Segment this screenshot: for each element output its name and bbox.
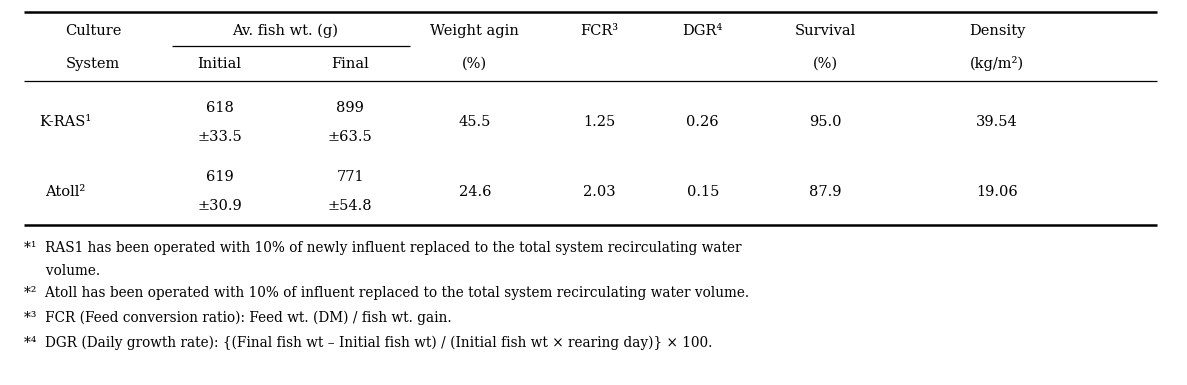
Text: Weight agin: Weight agin [431,24,519,38]
Text: 619: 619 [205,170,234,184]
Text: ±33.5: ±33.5 [197,130,242,144]
Text: 771: 771 [336,170,364,184]
Text: 618: 618 [205,101,234,115]
Text: 19.06: 19.06 [976,184,1018,199]
Text: ±54.8: ±54.8 [328,199,373,213]
Text: Initial: Initial [197,57,242,70]
Text: *¹  RAS1 has been operated with 10% of newly influent replaced to the total syst: *¹ RAS1 has been operated with 10% of ne… [24,241,741,255]
Text: *³  FCR (Feed conversion ratio): Feed wt. (DM) / fish wt. gain.: *³ FCR (Feed conversion ratio): Feed wt.… [24,310,451,325]
Text: 899: 899 [336,101,364,115]
Text: Density: Density [969,24,1026,38]
Text: Survival: Survival [794,24,856,38]
Text: 87.9: 87.9 [808,184,842,199]
Text: ±30.9: ±30.9 [197,199,242,213]
Text: System: System [65,57,120,70]
Text: Culture: Culture [65,24,121,38]
Text: DGR⁴: DGR⁴ [683,24,723,38]
Text: 24.6: 24.6 [458,184,491,199]
Text: 45.5: 45.5 [458,115,491,129]
Text: (kg/m²): (kg/m²) [970,56,1024,71]
Text: 2.03: 2.03 [583,184,616,199]
Text: 39.54: 39.54 [976,115,1018,129]
Text: *⁴  DGR (Daily growth rate): {(Final fish wt – Initial fish wt) / (Initial fish : *⁴ DGR (Daily growth rate): {(Final fish… [24,335,712,350]
Text: Av. fish wt. (g): Av. fish wt. (g) [231,23,338,38]
Text: Atoll²: Atoll² [45,184,85,199]
Text: (%): (%) [462,57,488,70]
Text: *²  Atoll has been operated with 10% of influent replaced to the total system re: *² Atoll has been operated with 10% of i… [24,286,749,300]
Text: (%): (%) [812,57,838,70]
Text: 1.25: 1.25 [583,115,616,129]
Text: volume.: volume. [24,264,100,278]
Text: ±63.5: ±63.5 [328,130,373,144]
Text: K-RAS¹: K-RAS¹ [39,115,91,129]
Text: 0.15: 0.15 [686,184,719,199]
Text: 0.26: 0.26 [686,115,719,129]
Text: Final: Final [331,57,369,70]
Text: FCR³: FCR³ [580,24,618,38]
Text: 95.0: 95.0 [808,115,842,129]
